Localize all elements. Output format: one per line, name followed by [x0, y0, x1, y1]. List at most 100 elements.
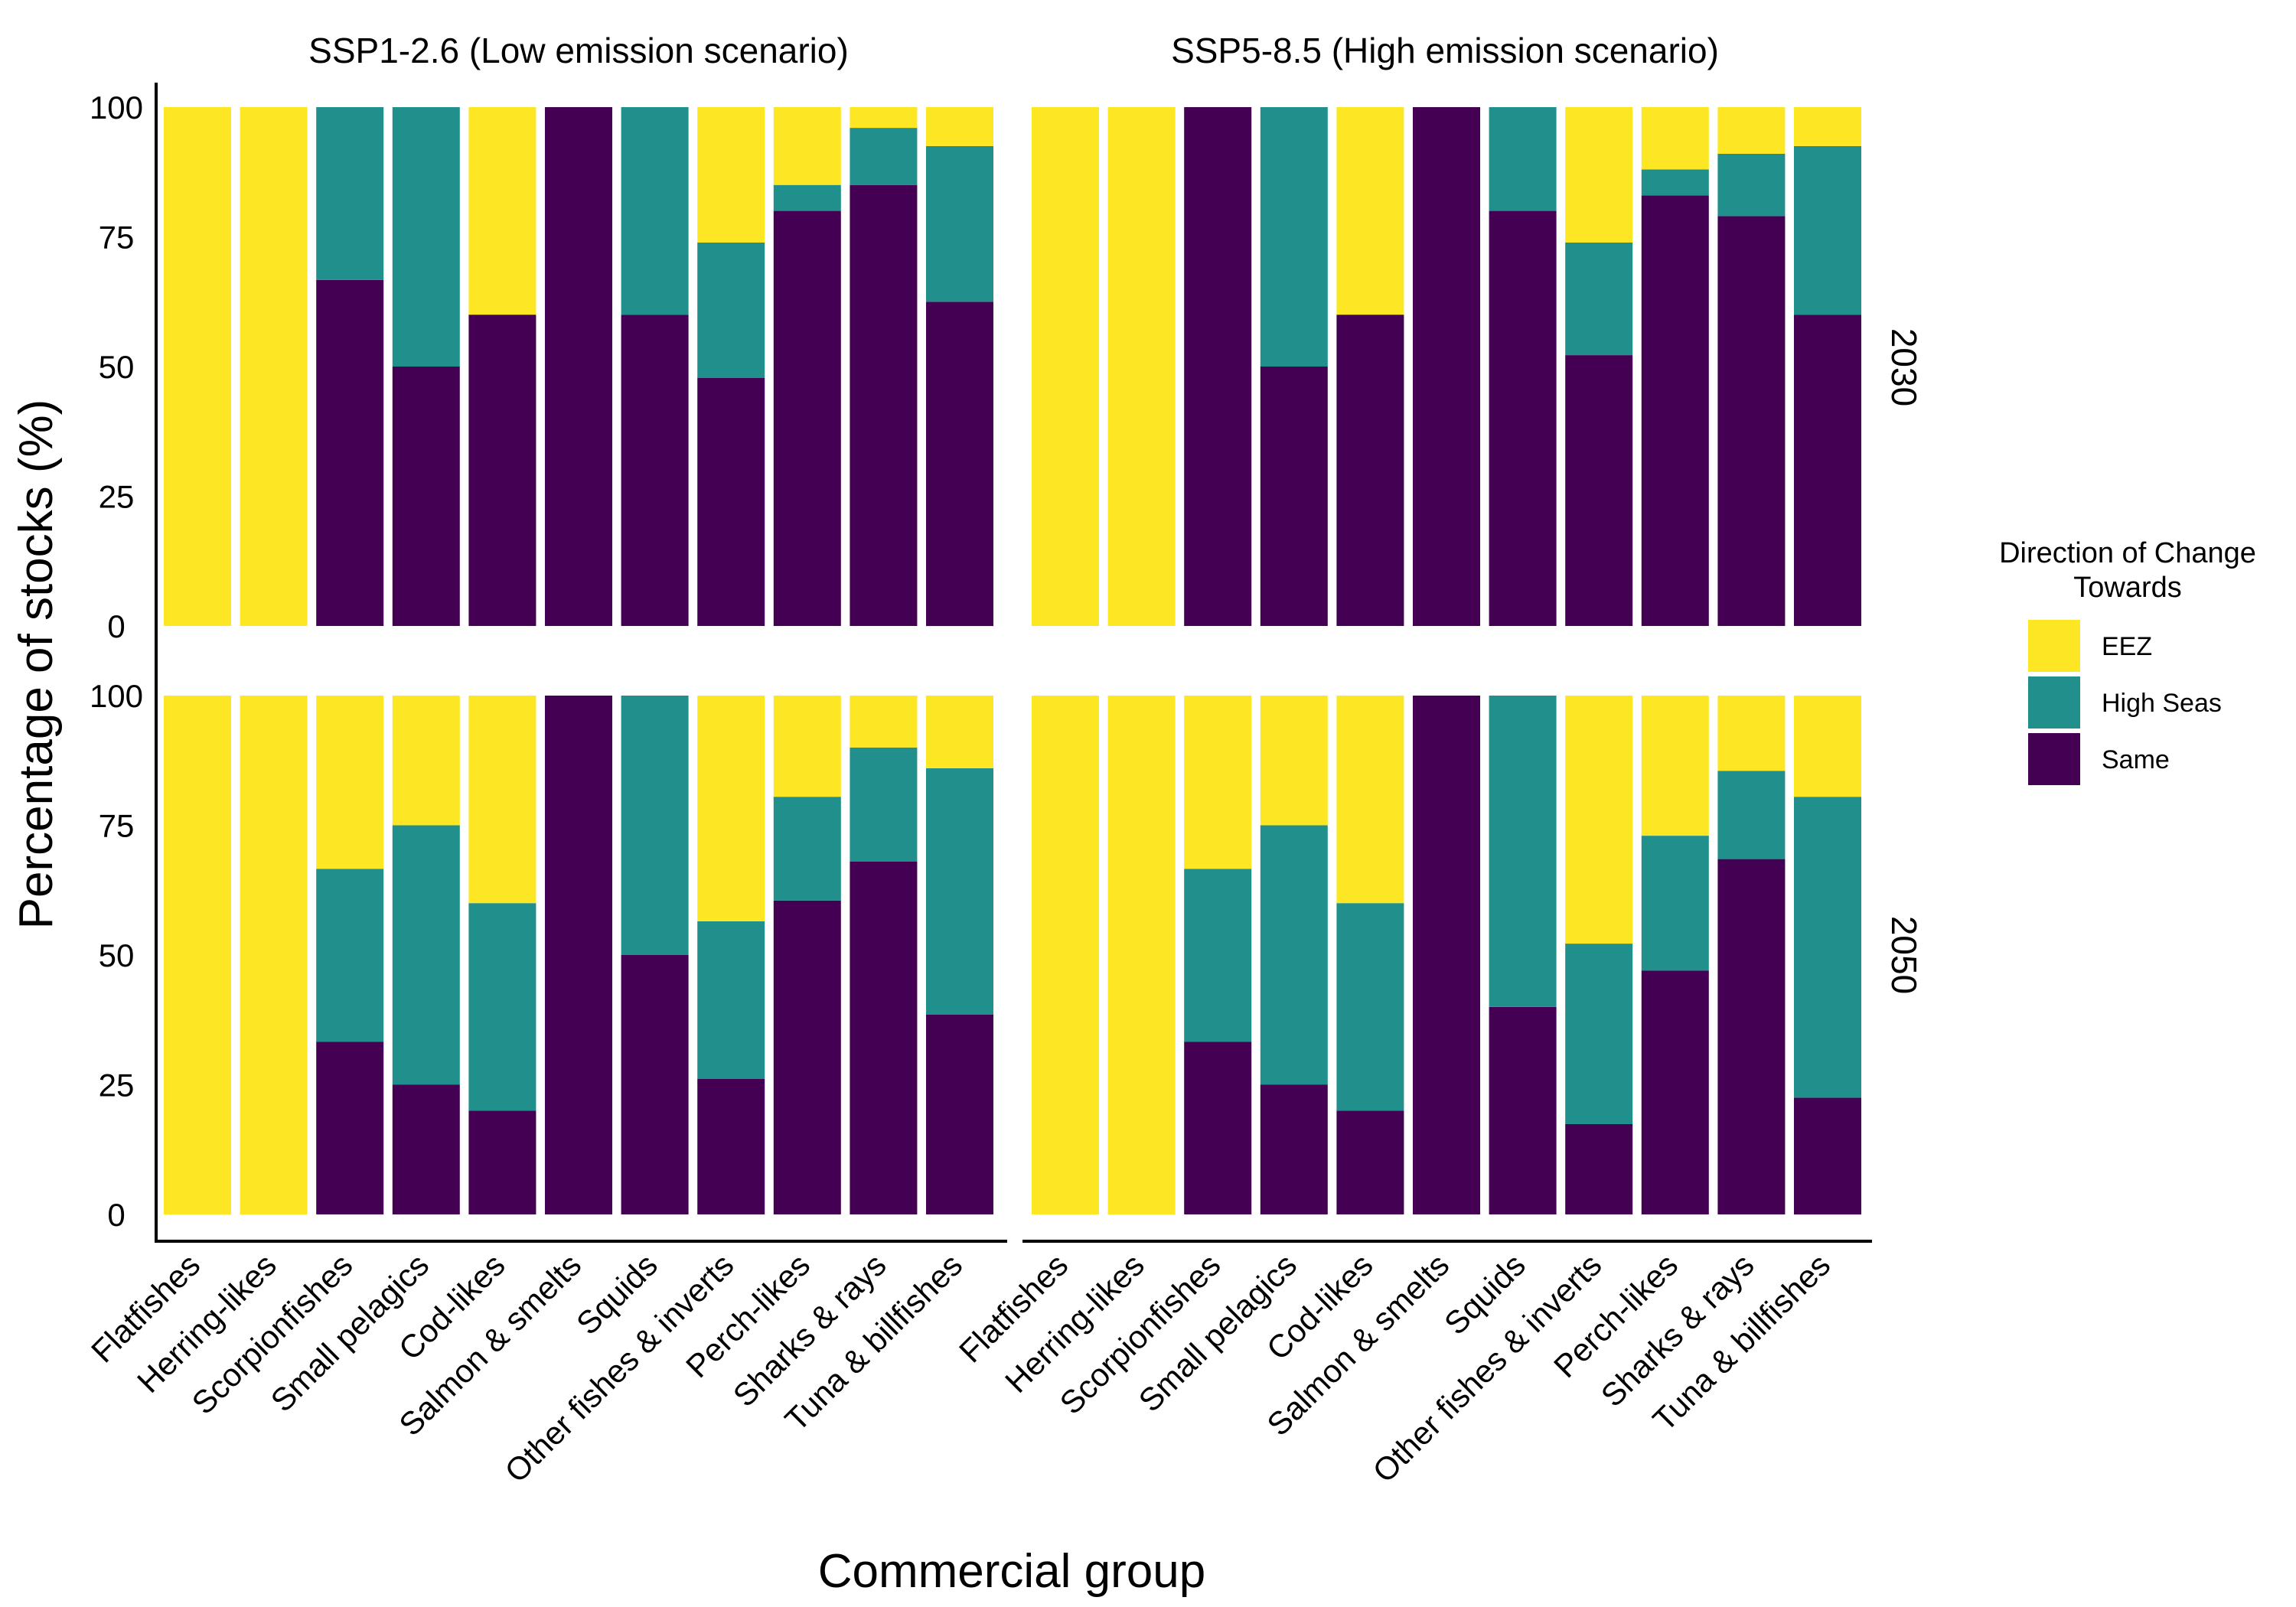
- y-tick-label-2050-100: 100: [90, 678, 143, 714]
- bar-segment-same-scorpionfishes: [316, 279, 384, 626]
- y-tick-label-2030-0: 0: [107, 608, 125, 644]
- bar-segment-same-other-fishes-inverts: [1565, 355, 1633, 626]
- bar-segment-same-other-fishes-inverts: [697, 377, 765, 626]
- panels-layer: [164, 107, 1861, 1215]
- bar-segment-same-perch-likes: [1641, 195, 1709, 627]
- bar-segment-high-seas-scorpionfishes: [316, 107, 384, 280]
- legend-key-same: [2028, 733, 2080, 785]
- y-tick-label-2030-100: 100: [90, 90, 143, 125]
- bar-segment-high-seas-sharks-rays: [850, 128, 918, 185]
- bar-segment-same-salmon-smelts: [545, 696, 612, 1214]
- bar-segment-eez-herring-likes: [240, 107, 308, 626]
- y-tick-label-2030-50: 50: [99, 349, 135, 385]
- bar-segment-high-seas-small-pelagics: [1260, 107, 1328, 367]
- bar-segment-same-sharks-rays: [1717, 216, 1786, 626]
- bar-segment-eez-cod-likes: [1336, 696, 1404, 904]
- bar-segment-high-seas-other-fishes-inverts: [1565, 243, 1633, 356]
- bar-segment-same-squids: [621, 955, 689, 1214]
- y-tick-label-2050-50: 50: [99, 937, 135, 973]
- bar-segment-eez-flatfishes: [1032, 107, 1099, 626]
- facet-column-label-high: SSP5-8.5 (High emission scenario): [1171, 31, 1719, 70]
- legend-key-high-seas: [2028, 676, 2080, 729]
- y-tick-label-2050-0: 0: [107, 1197, 125, 1233]
- bar-segment-eez-sharks-rays: [850, 107, 918, 129]
- bar-segment-eez-sharks-rays: [1717, 696, 1786, 771]
- bar-segment-same-perch-likes: [773, 210, 841, 627]
- panel-ssp5-8-5-2050: [1032, 696, 1861, 1215]
- bar-segment-same-cod-likes: [1336, 315, 1404, 626]
- bar-segment-high-seas-squids: [621, 696, 689, 955]
- bar-segment-high-seas-perch-likes: [773, 797, 841, 901]
- bar-segment-high-seas-other-fishes-inverts: [697, 243, 765, 378]
- legend-title-line-1: Direction of Change: [1999, 537, 2256, 569]
- bar-segment-same-squids: [1489, 1006, 1557, 1214]
- bar-segment-same-perch-likes: [1641, 970, 1709, 1214]
- bar-segment-high-seas-tuna-billfishes: [926, 768, 993, 1015]
- bar-segment-same-squids: [621, 315, 689, 626]
- bar-segment-same-small-pelagics: [1260, 367, 1328, 626]
- facet-column-label-low: SSP1-2.6 (Low emission scenario): [308, 31, 849, 70]
- bar-segment-eez-herring-likes: [240, 696, 308, 1214]
- bar-segment-eez-cod-likes: [468, 107, 536, 315]
- legend-title-line-2: Towards: [2073, 572, 2182, 604]
- bar-segment-same-other-fishes-inverts: [1565, 1124, 1633, 1214]
- bar-segment-same-scorpionfishes: [316, 1041, 384, 1214]
- bar-segment-eez-other-fishes-inverts: [697, 107, 765, 243]
- bar-segment-eez-cod-likes: [468, 696, 536, 904]
- bar-segment-eez-perch-likes: [1641, 696, 1709, 836]
- bar-segment-eez-other-fishes-inverts: [697, 696, 765, 921]
- bar-segment-same-salmon-smelts: [545, 107, 612, 626]
- bar-segment-same-scorpionfishes: [1184, 1041, 1252, 1214]
- bar-segment-high-seas-tuna-billfishes: [1794, 797, 1861, 1098]
- bar-segment-same-scorpionfishes: [1184, 107, 1252, 626]
- bar-segment-eez-other-fishes-inverts: [1565, 107, 1633, 243]
- bar-segment-high-seas-cod-likes: [468, 903, 536, 1111]
- y-axis-title: Percentage of stocks (%): [10, 399, 63, 930]
- bar-segment-high-seas-tuna-billfishes: [1794, 145, 1861, 315]
- y-tick-label-2050-25: 25: [99, 1068, 135, 1103]
- bar-segment-same-tuna-billfishes: [1794, 315, 1861, 626]
- legend: Direction of Change Towards EEZ High Sea…: [1999, 537, 2256, 785]
- bar-segment-same-cod-likes: [1336, 1110, 1404, 1214]
- y-tick-label-2030-25: 25: [99, 479, 135, 515]
- bar-segment-high-seas-sharks-rays: [1717, 771, 1786, 859]
- bar-segment-eez-scorpionfishes: [1184, 696, 1252, 869]
- bar-segment-same-tuna-billfishes: [1794, 1097, 1861, 1215]
- bar-segment-high-seas-cod-likes: [1336, 903, 1404, 1111]
- bar-segment-same-sharks-rays: [850, 862, 918, 1214]
- bar-segment-high-seas-scorpionfishes: [1184, 869, 1252, 1042]
- bar-segment-eez-flatfishes: [1032, 696, 1099, 1214]
- bar-segment-eez-herring-likes: [1107, 696, 1176, 1214]
- panel-ssp1-2-6-2050: [164, 696, 993, 1214]
- legend-label-high-seas: High Seas: [2102, 689, 2222, 718]
- bar-segment-high-seas-squids: [1489, 107, 1557, 211]
- bar-segment-same-small-pelagics: [392, 1084, 460, 1214]
- bar-segment-eez-other-fishes-inverts: [1565, 696, 1633, 944]
- bar-segment-eez-tuna-billfishes: [1794, 107, 1861, 146]
- bar-segment-high-seas-small-pelagics: [392, 825, 460, 1085]
- bar-segment-eez-sharks-rays: [850, 696, 918, 748]
- y-tick-label-2050-75: 75: [99, 808, 135, 844]
- bar-segment-same-tuna-billfishes: [926, 1015, 993, 1214]
- bar-segment-high-seas-sharks-rays: [1717, 154, 1786, 217]
- facet-row-label-2030: 2030: [1884, 328, 1924, 406]
- bar-segment-same-sharks-rays: [850, 184, 918, 626]
- bar-segment-eez-tuna-billfishes: [1794, 696, 1861, 797]
- bar-segment-same-squids: [1489, 210, 1557, 627]
- bar-segment-same-salmon-smelts: [1413, 696, 1480, 1214]
- bar-segment-high-seas-scorpionfishes: [316, 869, 384, 1042]
- bar-segment-same-salmon-smelts: [1413, 107, 1480, 626]
- bar-segment-high-seas-perch-likes: [1641, 169, 1709, 196]
- legend-label-eez: EEZ: [2102, 632, 2152, 661]
- y-tick-label-2030-75: 75: [99, 220, 135, 256]
- bar-segment-eez-perch-likes: [773, 696, 841, 797]
- bar-segment-same-perch-likes: [773, 900, 841, 1214]
- bar-segment-same-cod-likes: [468, 315, 536, 626]
- bar-segment-same-sharks-rays: [1717, 859, 1786, 1214]
- bar-segment-eez-flatfishes: [164, 107, 231, 626]
- bar-segment-high-seas-sharks-rays: [850, 747, 918, 862]
- bar-segment-eez-tuna-billfishes: [926, 107, 993, 146]
- bar-segment-same-other-fishes-inverts: [697, 1079, 765, 1214]
- bar-segment-high-seas-tuna-billfishes: [926, 145, 993, 302]
